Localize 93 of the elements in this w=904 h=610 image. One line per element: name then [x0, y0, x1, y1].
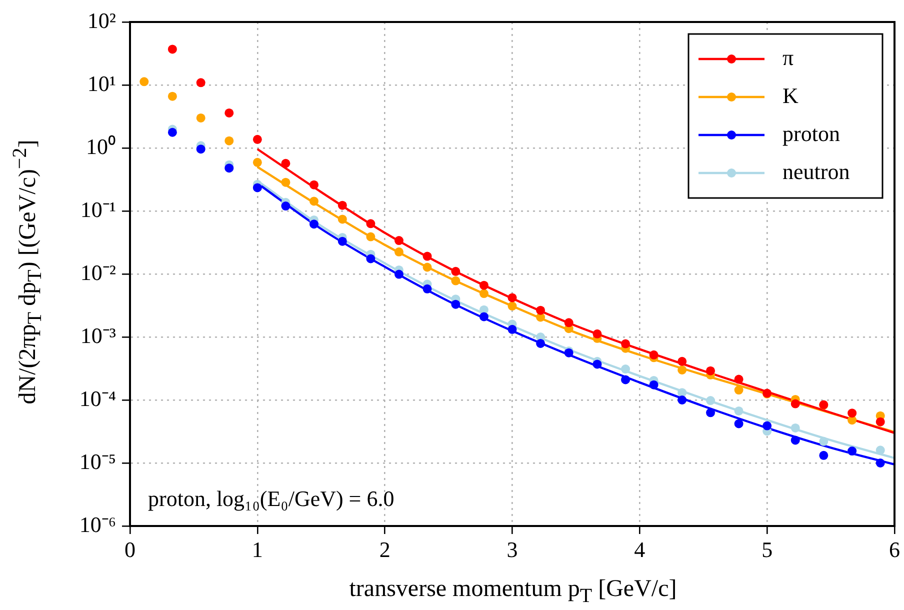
x-tick-label: 3 [506, 536, 518, 562]
point [309, 180, 318, 190]
y-tick-label: 10⁰ [86, 134, 116, 159]
point [252, 158, 262, 167]
x-tick-label: 2 [379, 536, 390, 562]
point [592, 329, 602, 338]
point [678, 396, 687, 404]
x-tick-label: 1 [252, 536, 263, 562]
x-tick-label: 6 [889, 536, 900, 562]
point [196, 78, 206, 88]
y-tick-label: 10² [87, 8, 116, 33]
point [394, 236, 404, 246]
point [678, 388, 687, 398]
legend-label: π [782, 44, 794, 70]
point [338, 200, 347, 210]
y-tick-label: 10⁻⁶ [79, 512, 116, 537]
point [394, 247, 404, 256]
point [252, 134, 262, 144]
point [394, 270, 404, 279]
x-tick-label: 5 [762, 536, 773, 562]
point [536, 306, 546, 315]
point [451, 300, 460, 309]
legend-label: neutron [782, 158, 850, 184]
point [168, 128, 177, 137]
point [168, 44, 177, 54]
point [621, 364, 630, 374]
annotation: proton, log₁₀(E₀/GeV) = 6.0 [148, 486, 394, 511]
point [564, 318, 574, 328]
point [224, 108, 234, 118]
point [366, 232, 376, 242]
point [536, 338, 546, 348]
point [819, 436, 828, 446]
point [281, 202, 290, 211]
point [451, 266, 460, 276]
point [678, 356, 687, 366]
point [621, 339, 630, 348]
point [224, 164, 234, 173]
point [876, 458, 885, 468]
point [734, 386, 744, 395]
point [734, 406, 744, 416]
y-tick-label: 10⁻³ [80, 322, 116, 348]
point [479, 289, 488, 298]
point [309, 196, 318, 206]
point [706, 408, 716, 418]
point [366, 219, 376, 228]
point [734, 419, 744, 428]
point [649, 350, 658, 360]
point [196, 113, 206, 122]
point [706, 396, 716, 406]
y-tick-label: 10⁻⁵ [79, 448, 116, 474]
point [790, 423, 800, 432]
y-tick-label: 10⁻² [80, 260, 116, 285]
point [649, 380, 658, 390]
point [422, 252, 432, 261]
point [706, 366, 716, 376]
point [252, 183, 262, 192]
point [422, 284, 432, 294]
point [338, 214, 347, 224]
point [592, 360, 602, 369]
point [819, 450, 828, 460]
y-tick-label: 10¹ [87, 70, 116, 96]
legend-label: proton [782, 120, 840, 146]
point [168, 92, 177, 101]
point [621, 375, 630, 384]
point [196, 144, 206, 154]
legend-label: K [782, 82, 798, 108]
point [224, 136, 234, 146]
point [309, 220, 318, 229]
point [790, 436, 800, 445]
point [876, 417, 885, 426]
point [281, 158, 290, 168]
point [762, 421, 772, 430]
x-axis-title: transverse momentum p$_{T}$ [GeV/c] [349, 576, 677, 608]
point [338, 236, 347, 246]
point [479, 312, 488, 322]
point [848, 408, 857, 418]
point [876, 446, 885, 455]
point [281, 178, 290, 187]
y-tick-label: 10⁻⁴ [79, 386, 116, 411]
point [366, 254, 376, 264]
x-tick-label: 4 [634, 536, 646, 562]
point [734, 374, 744, 384]
point [508, 293, 517, 302]
point [678, 365, 687, 374]
point [422, 262, 432, 272]
x-tick-label: 0 [124, 536, 136, 562]
point [508, 324, 517, 334]
point [508, 302, 517, 311]
point [140, 77, 149, 86]
point [479, 280, 488, 290]
point [451, 276, 460, 286]
point [790, 399, 800, 408]
y-tick-label: 10⁻¹ [80, 196, 116, 222]
